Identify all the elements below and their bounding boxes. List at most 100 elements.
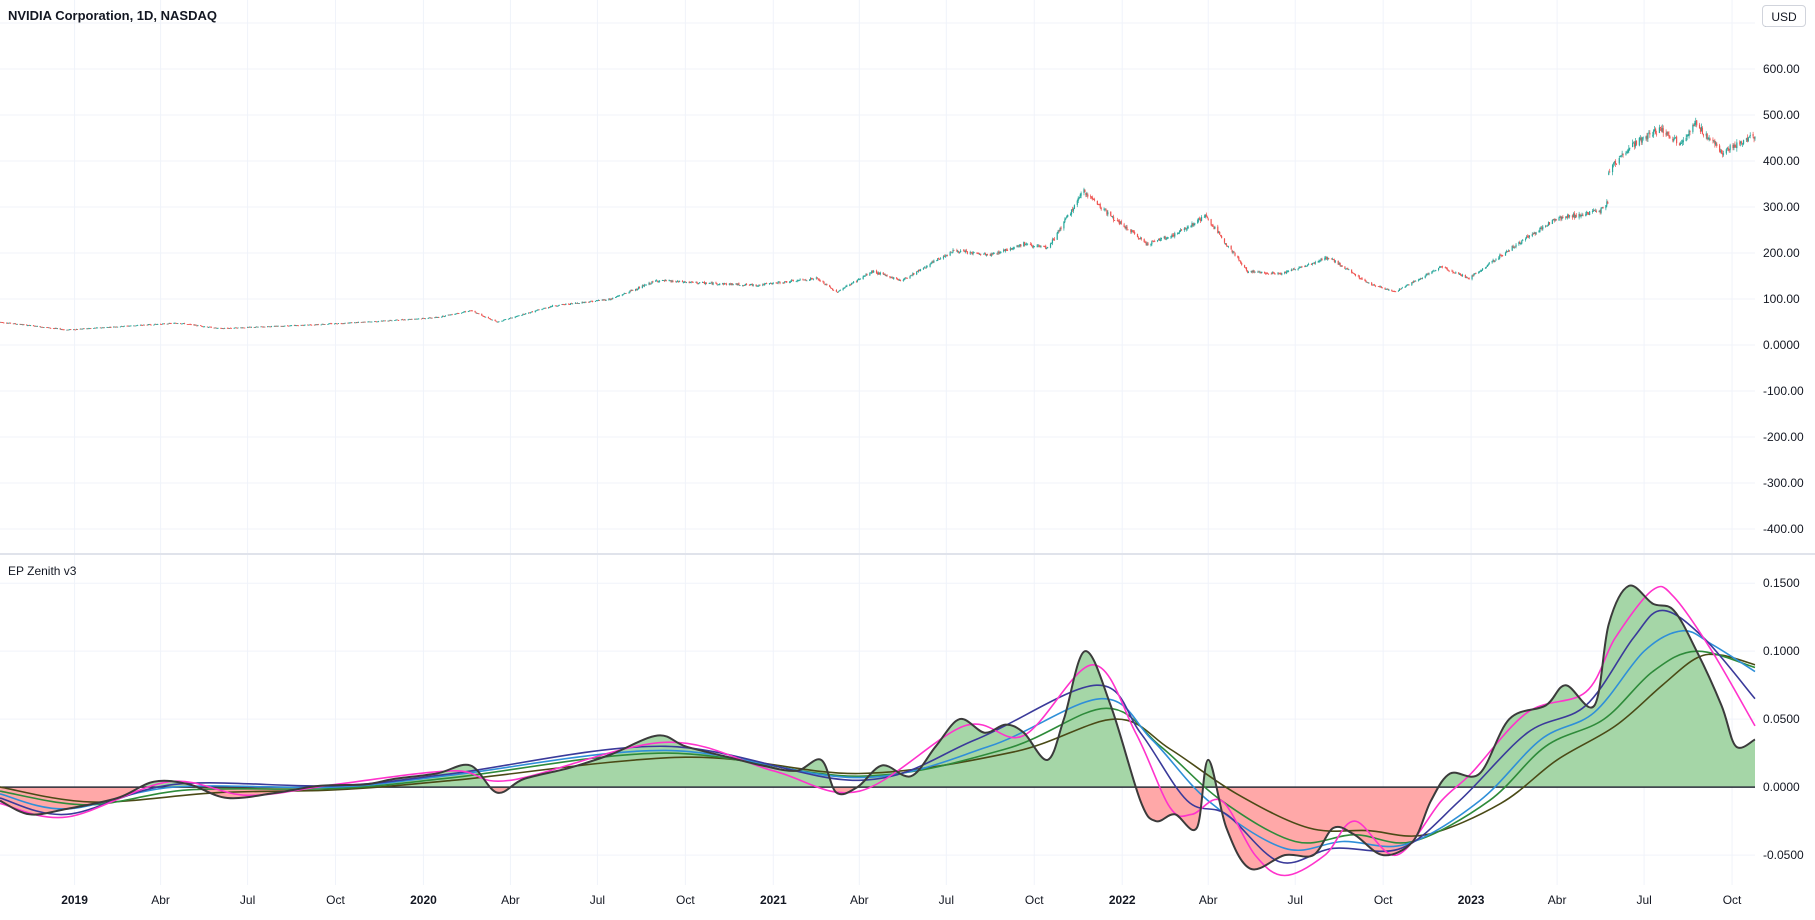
candle-body (1502, 255, 1504, 257)
candle-body (1440, 266, 1443, 268)
candle-body (735, 283, 737, 285)
candle-body (213, 327, 215, 329)
candle-body (498, 321, 500, 323)
candle-body (763, 284, 765, 285)
candle-body (268, 326, 271, 328)
candle-body (1217, 226, 1219, 233)
candle-body (1412, 282, 1414, 284)
candle-body (1110, 211, 1112, 216)
candle-body (1641, 137, 1643, 143)
candle-body (1367, 282, 1369, 284)
candle-body (1368, 282, 1370, 284)
candle-body (712, 282, 714, 285)
candle-body (1003, 249, 1005, 252)
candle-body (1299, 266, 1301, 268)
candle-body (542, 308, 544, 310)
candle-body (1424, 275, 1426, 278)
candle-body (656, 280, 658, 282)
candle-body (1468, 278, 1470, 280)
candle-body (1386, 288, 1388, 290)
candle-body (508, 318, 511, 319)
candle-body (853, 281, 855, 283)
candle-body (1635, 140, 1638, 145)
candle-body (1533, 232, 1535, 234)
candle-body (998, 251, 1000, 254)
candle-body (708, 283, 710, 285)
candle-body (1372, 284, 1374, 286)
candle-body (1586, 211, 1588, 214)
candle-body (856, 279, 859, 282)
candle-body (592, 300, 594, 302)
candle-body (1245, 267, 1248, 271)
candle-body (1501, 254, 1503, 256)
candle-body (409, 319, 411, 320)
candle-body (1519, 242, 1521, 244)
candle-body (402, 319, 404, 321)
candle-body (1628, 148, 1630, 151)
candle-body (247, 326, 250, 328)
candle-body (73, 329, 76, 331)
candle-body (1244, 267, 1247, 269)
candle-body (1601, 207, 1603, 209)
candle-body (701, 282, 704, 283)
candle-body (570, 303, 572, 305)
candle-body (1231, 249, 1233, 253)
candle-body (1192, 223, 1194, 226)
candle-body (35, 325, 37, 327)
candle-body (344, 322, 346, 324)
candle-body (1226, 245, 1228, 247)
candle-body (1345, 268, 1347, 270)
candle-body (871, 270, 873, 273)
x-tick-label: Oct (676, 893, 695, 907)
candle-body (1726, 147, 1728, 149)
candle-body (200, 325, 202, 327)
candle-body (1079, 195, 1081, 198)
candle-body (401, 319, 404, 321)
candle-body (556, 305, 558, 307)
candle-body (916, 271, 918, 275)
candle-body (375, 321, 377, 322)
candle-body (342, 323, 344, 325)
candle-body (835, 289, 837, 292)
candle-body (783, 282, 785, 284)
candle-body (1019, 244, 1021, 247)
candle-body (776, 282, 778, 284)
candle-body (870, 272, 872, 274)
candle-body (257, 326, 259, 328)
candle-body (1371, 282, 1373, 286)
candle-body (1538, 231, 1540, 232)
candle-body (46, 327, 48, 329)
candle-body (830, 287, 832, 288)
candle-body (1224, 243, 1227, 244)
candle-body (798, 280, 800, 282)
currency-button[interactable]: USD (1762, 5, 1806, 27)
candle-body (588, 302, 590, 303)
candle-body (1622, 154, 1624, 156)
candle-body (455, 313, 457, 315)
candle-body (1708, 138, 1710, 140)
candle-body (589, 301, 591, 303)
candle-body (644, 284, 646, 286)
candle-body (1183, 228, 1185, 231)
candle-body (1739, 142, 1741, 144)
candle-body (1264, 271, 1266, 273)
candle-body (1514, 246, 1516, 248)
osc-tick-label: 0.0500 (1763, 712, 1800, 726)
candle-body (1435, 270, 1437, 271)
candle-body (1043, 245, 1045, 247)
candle-body (711, 282, 713, 285)
candle-body (340, 323, 342, 325)
candle-body (1388, 289, 1390, 291)
candle-body (320, 324, 322, 326)
candle-body (691, 281, 693, 283)
candle-body (582, 301, 584, 303)
candle-body (253, 326, 255, 328)
candle-body (1140, 237, 1142, 240)
candle-body (896, 278, 899, 280)
candle-body (140, 324, 143, 326)
x-tick-label: Jul (590, 893, 605, 907)
candle-body (1144, 242, 1146, 244)
candle-body (1150, 243, 1152, 245)
candle-body (1178, 232, 1180, 234)
